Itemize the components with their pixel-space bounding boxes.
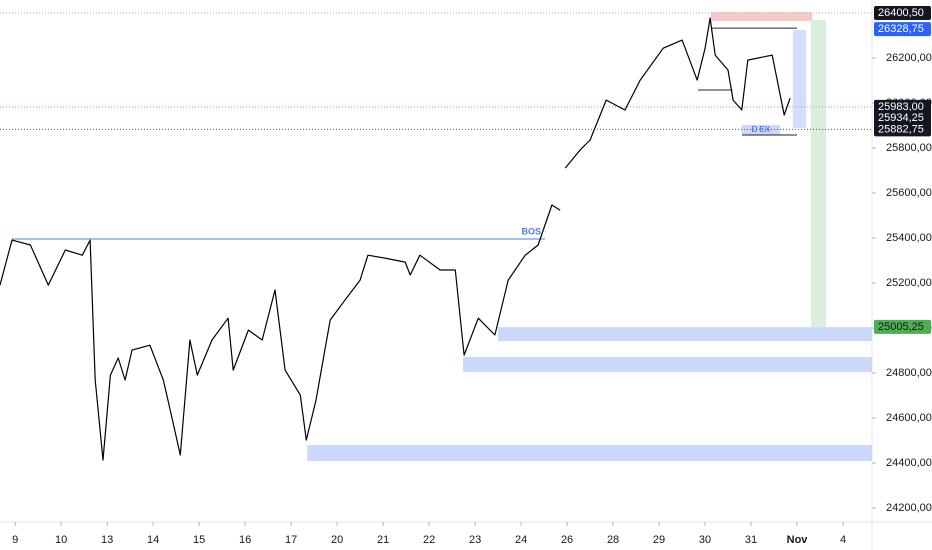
y-tick-label: 25600,00	[886, 187, 932, 199]
x-tick-label: 20	[331, 534, 343, 546]
x-tick-label: 23	[469, 534, 481, 546]
x-tick-label: 4	[840, 534, 846, 546]
price-label: 25005,25	[878, 321, 924, 333]
x-tick-label: 31	[745, 534, 757, 546]
y-tick-label: 25200,00	[886, 277, 932, 289]
zone	[711, 12, 813, 22]
zone-label: D EX	[752, 125, 771, 134]
zone	[792, 30, 807, 129]
zone	[307, 445, 872, 462]
x-tick-label: 15	[193, 534, 205, 546]
price-label-box	[874, 22, 931, 37]
price-label: 25934,25	[878, 112, 924, 124]
x-tick-label: Nov	[787, 534, 809, 546]
y-tick-label: 24200,00	[886, 502, 932, 514]
zone	[463, 357, 872, 373]
x-tick-label: 9	[12, 534, 18, 546]
x-tick-label: 13	[101, 534, 113, 546]
x-tick-label: 28	[607, 534, 619, 546]
price-label-box	[874, 110, 931, 125]
x-tick-label: 21	[377, 534, 389, 546]
y-tick-label: 25800,00	[886, 142, 932, 154]
price-line-series	[0, 17, 791, 461]
y-tick-label: 26200,00	[886, 52, 932, 64]
x-tick-label: 10	[55, 534, 67, 546]
x-tick-label: 30	[699, 534, 711, 546]
price-label-box	[874, 319, 931, 334]
x-tick-label: 26	[561, 534, 573, 546]
zone	[741, 125, 781, 136]
y-tick-label: 24400,00	[886, 457, 932, 469]
x-tick-label: 16	[239, 534, 251, 546]
x-tick-label: 14	[147, 534, 159, 546]
price-label: 25882,75	[878, 123, 924, 135]
zone	[810, 20, 827, 328]
x-tick-label: 24	[515, 534, 527, 546]
y-tick-label: 24800,00	[886, 367, 932, 379]
zone	[498, 327, 872, 342]
x-tick-label: 17	[285, 534, 297, 546]
price-label-box	[874, 122, 931, 137]
line-label: BOS	[521, 226, 541, 236]
x-tick-label: 22	[423, 534, 435, 546]
price-label: 25983,00	[878, 101, 924, 113]
y-tick-label: 25400,00	[886, 232, 932, 244]
x-tick-label: 29	[653, 534, 665, 546]
price-label: 26400,50	[878, 7, 924, 19]
price-label-box	[874, 99, 931, 114]
price-label: 26328,75	[878, 23, 924, 35]
y-tick-label: 24600,00	[886, 412, 932, 424]
price-label-box	[874, 5, 931, 20]
